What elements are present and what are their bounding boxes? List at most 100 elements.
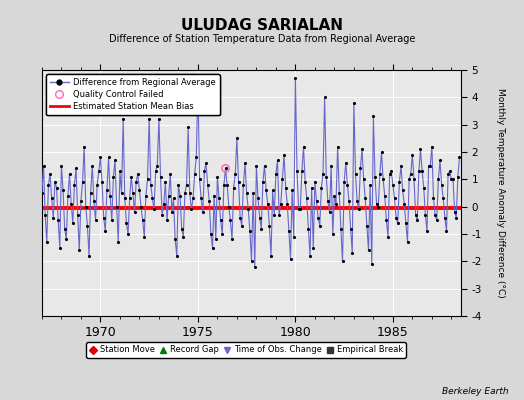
Text: Difference of Station Temperature Data from Regional Average: Difference of Station Temperature Data f… xyxy=(109,34,415,44)
Point xyxy=(225,204,233,210)
Point xyxy=(351,171,359,177)
Point xyxy=(70,182,79,188)
Point xyxy=(286,256,294,262)
Point xyxy=(451,209,459,215)
Point xyxy=(447,176,455,182)
Point xyxy=(244,206,253,213)
Point xyxy=(179,234,188,240)
Point xyxy=(418,168,427,174)
Point xyxy=(176,192,184,199)
Point xyxy=(171,236,179,243)
Point xyxy=(382,217,390,224)
Text: ULUDAG SARIALAN: ULUDAG SARIALAN xyxy=(181,18,343,33)
Point xyxy=(51,179,59,185)
Point xyxy=(288,187,297,194)
Point xyxy=(356,165,365,172)
Point xyxy=(41,212,49,218)
Point xyxy=(339,258,347,264)
Point xyxy=(54,217,62,224)
Point xyxy=(256,214,264,221)
Point xyxy=(426,162,434,169)
Point xyxy=(125,195,134,202)
Point xyxy=(429,195,438,202)
Point xyxy=(260,162,269,169)
Point xyxy=(275,212,283,218)
Point xyxy=(306,253,314,259)
Point xyxy=(272,171,280,177)
Point xyxy=(220,182,228,188)
Point xyxy=(144,176,152,182)
Point xyxy=(104,154,113,161)
Point xyxy=(296,206,304,213)
Point xyxy=(96,154,105,161)
Point xyxy=(345,198,353,204)
Point xyxy=(309,244,318,251)
Point xyxy=(62,236,71,243)
Point xyxy=(364,247,373,254)
Point xyxy=(267,253,275,259)
Point xyxy=(205,198,213,204)
Point xyxy=(200,168,209,174)
Point xyxy=(392,214,400,221)
Point xyxy=(359,176,368,182)
Point xyxy=(371,174,379,180)
Point xyxy=(254,195,262,202)
Point xyxy=(49,214,58,221)
Point xyxy=(38,190,46,196)
Point xyxy=(75,247,83,254)
Point xyxy=(66,171,74,177)
Point xyxy=(312,198,321,204)
Point xyxy=(428,143,436,150)
Point xyxy=(166,171,174,177)
Point xyxy=(91,217,100,224)
Point xyxy=(119,116,127,122)
Point xyxy=(324,198,332,204)
Point xyxy=(124,231,132,237)
Point xyxy=(355,206,363,213)
Point xyxy=(221,165,230,172)
Point xyxy=(337,225,345,232)
Point xyxy=(148,195,157,202)
Point xyxy=(181,190,189,196)
Point xyxy=(59,187,67,194)
Point xyxy=(114,239,123,246)
Point xyxy=(380,192,389,199)
Point xyxy=(202,160,210,166)
Point xyxy=(57,162,66,169)
Point xyxy=(277,201,285,207)
Point xyxy=(141,192,150,199)
Point xyxy=(411,212,420,218)
Point xyxy=(304,225,313,232)
Point xyxy=(56,244,64,251)
Point xyxy=(259,179,267,185)
Point xyxy=(165,192,173,199)
Point xyxy=(85,253,93,259)
Y-axis label: Monthly Temperature Anomaly Difference (°C): Monthly Temperature Anomaly Difference (… xyxy=(496,88,505,298)
Point xyxy=(308,184,316,191)
Point xyxy=(350,100,358,106)
Point xyxy=(153,162,161,169)
Point xyxy=(182,182,191,188)
Point xyxy=(438,182,446,188)
Point xyxy=(169,195,178,202)
Point xyxy=(348,250,356,256)
Point xyxy=(122,220,130,226)
Legend: Difference from Regional Average, Quality Control Failed, Estimated Station Mean: Difference from Regional Average, Qualit… xyxy=(46,74,220,115)
Point xyxy=(386,171,394,177)
Point xyxy=(268,187,277,194)
Point xyxy=(394,220,402,226)
Point xyxy=(395,179,403,185)
Point xyxy=(129,190,137,196)
Point xyxy=(340,179,348,185)
Point xyxy=(439,195,447,202)
Point xyxy=(230,184,238,191)
Point xyxy=(147,182,155,188)
Point xyxy=(223,182,231,188)
Point xyxy=(83,222,92,229)
Point xyxy=(301,179,309,185)
Point xyxy=(249,190,257,196)
Point xyxy=(291,75,300,82)
Point xyxy=(189,195,197,202)
Point xyxy=(366,182,374,188)
Point xyxy=(353,198,362,204)
